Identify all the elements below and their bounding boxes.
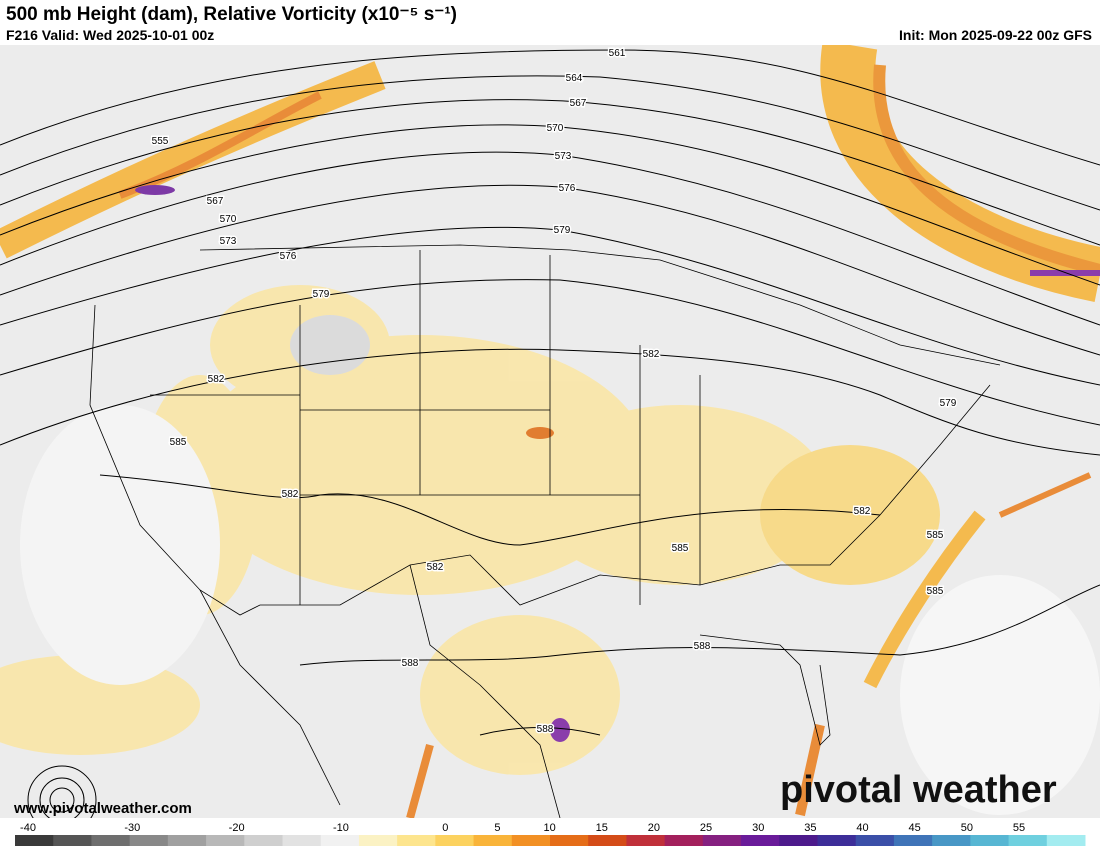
colorbar-cell xyxy=(473,835,513,846)
colorbar-cell xyxy=(970,835,1010,846)
contour-label: 582 xyxy=(854,506,871,517)
colorbar-cell xyxy=(167,835,207,846)
colorbar-tick-label: 0 xyxy=(442,822,448,834)
colorbar-cell xyxy=(588,835,627,846)
contour-label: 576 xyxy=(280,251,297,262)
contour-label: 585 xyxy=(927,530,944,541)
colorbar-cell xyxy=(397,835,436,846)
title: 500 mb Height (dam), Relative Vorticity … xyxy=(6,4,457,25)
colorbar: -40 -30 -20 -10 0 5 10 15 20 25 30 35 40 45 50 55 xyxy=(15,822,1086,846)
colorbar-cell xyxy=(244,835,283,846)
colorbar-cell xyxy=(702,835,742,846)
colorbar-cell xyxy=(53,835,92,846)
contour-label: 573 xyxy=(220,236,237,247)
contour-label: 567 xyxy=(207,196,224,207)
colorbar-cell xyxy=(206,835,245,846)
map: -40 -30 -20 -10 0 5 10 15 20 25 30 35 40 45 50 55 56156… xyxy=(0,45,1100,850)
colorbar-tick-label: 20 xyxy=(648,822,660,834)
contour-label: 570 xyxy=(547,123,564,134)
colorbar-tick-label: -10 xyxy=(333,822,349,834)
contour-label: 582 xyxy=(282,489,299,500)
colorbar-tick-label: 45 xyxy=(909,822,921,834)
colorbar-cell xyxy=(435,835,475,846)
colorbar-tick-label: 5 xyxy=(494,822,500,834)
colorbar-cell xyxy=(1008,835,1048,846)
contour-label: 576 xyxy=(559,183,576,194)
colorbar-cell xyxy=(1046,835,1086,846)
contour-label: 555 xyxy=(152,136,169,147)
colorbar-cell xyxy=(664,835,704,846)
colorbar-cell xyxy=(855,835,895,846)
contour-label: 582 xyxy=(208,374,225,385)
colorbar-cell xyxy=(129,835,169,846)
colorbar-cell xyxy=(550,835,589,846)
contour-label: 573 xyxy=(555,151,572,162)
borders xyxy=(89,244,1001,819)
vorticity-shading xyxy=(0,45,1100,820)
contour-label: 564 xyxy=(566,73,583,84)
contour-label: 579 xyxy=(313,289,330,300)
contour-label: 585 xyxy=(927,586,944,597)
colorbar-tick-label: 10 xyxy=(543,822,555,834)
colorbar-tick-label: -20 xyxy=(229,822,245,834)
contour-label: 588 xyxy=(537,724,554,735)
colorbar-cell xyxy=(282,835,322,846)
colorbar-tick-label: 15 xyxy=(596,822,608,834)
contour-label: 579 xyxy=(554,225,571,236)
colorbar-cell xyxy=(817,835,857,846)
colorbar-cell xyxy=(626,835,666,846)
contour-label: 582 xyxy=(427,562,444,573)
contour-label: 561 xyxy=(609,48,626,59)
watermark-brand: pivotal weather xyxy=(780,769,1057,811)
height-contours xyxy=(0,49,1100,835)
contour-label: 567 xyxy=(570,98,587,109)
colorbar-cell xyxy=(320,835,360,846)
colorbar-cell xyxy=(932,835,971,846)
contour-label: 579 xyxy=(940,398,957,409)
colorbar-tick-label: 25 xyxy=(700,822,712,834)
colorbar-tick-label: 50 xyxy=(961,822,973,834)
contour-label: 585 xyxy=(672,543,689,554)
contour-label: 585 xyxy=(170,437,187,448)
colorbar-cell xyxy=(15,835,54,846)
colorbar-cell xyxy=(741,835,780,846)
valid-time: F216 Valid: Wed 2025-10-01 00z xyxy=(6,27,215,43)
contour-label: 570 xyxy=(220,214,237,225)
colorbar-tick-label: 35 xyxy=(804,822,816,834)
contour-labels: 561 564 567 570 573 576 579 555 567 570 573 576 579 5… xyxy=(150,47,958,737)
colorbar-cell xyxy=(893,835,933,846)
colorbar-tick-label: 55 xyxy=(1013,822,1025,834)
colorbar-tick-label: 40 xyxy=(856,822,868,834)
contour-label: 582 xyxy=(643,349,660,360)
colorbar-cell xyxy=(511,835,551,846)
colorbar-cell xyxy=(91,835,131,846)
colorbar-tick-label: -30 xyxy=(124,822,140,834)
contour-label: 588 xyxy=(694,641,711,652)
contour-label: 588 xyxy=(402,658,419,669)
colorbar-tick-label: -40 xyxy=(20,822,36,834)
init-time: Init: Mon 2025-09-22 00z GFS xyxy=(899,27,1092,43)
colorbar-cell xyxy=(779,835,818,846)
colorbar-cell xyxy=(358,835,398,846)
watermark-url: www.pivotalweather.com xyxy=(13,800,192,817)
colorbar-tick-label: 30 xyxy=(752,822,764,834)
